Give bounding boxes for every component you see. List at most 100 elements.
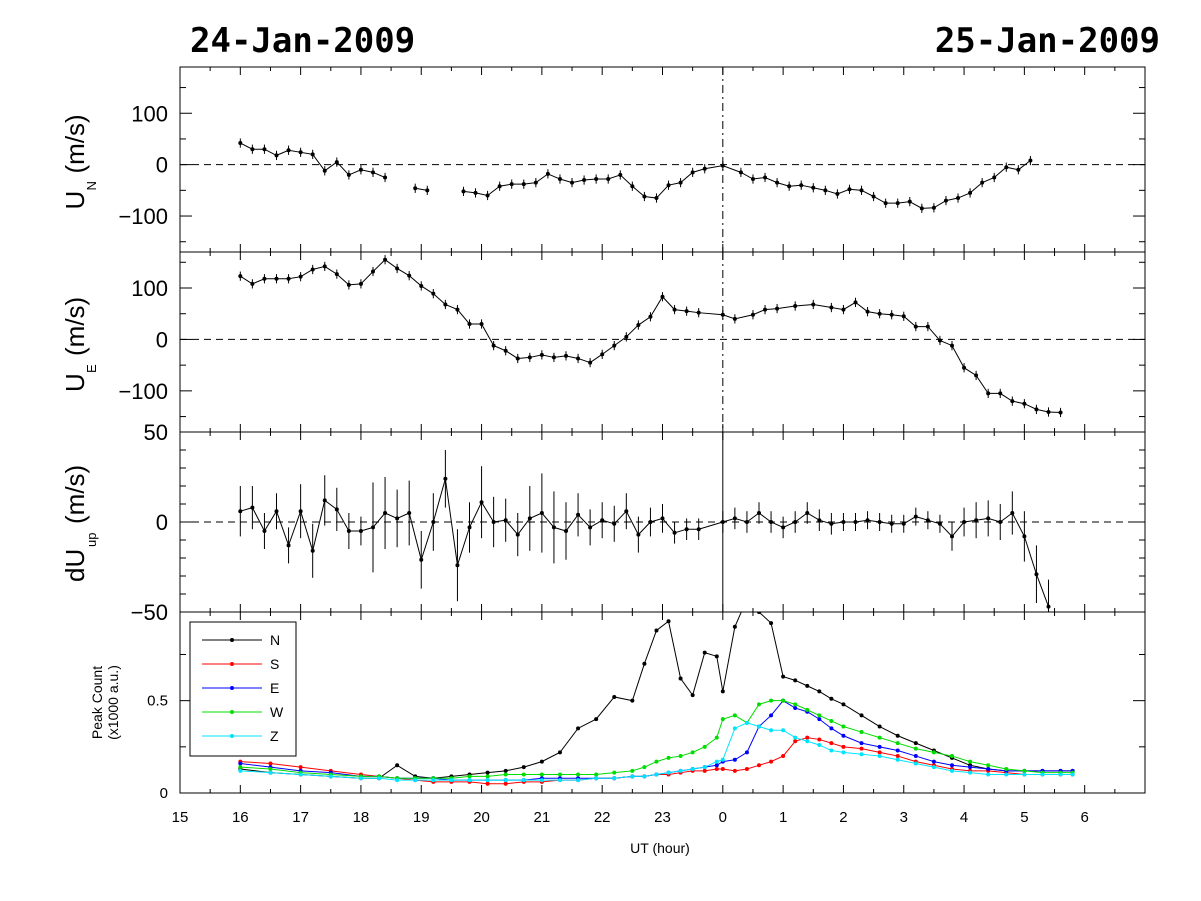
- series-ue-point: [564, 353, 568, 358]
- panel-data-un: [238, 138, 1033, 213]
- series-ue-point: [238, 274, 243, 279]
- series-n-point: [654, 628, 659, 633]
- series-w-point: [467, 774, 472, 779]
- series-z-point: [485, 778, 490, 783]
- series-e-point: [732, 757, 737, 762]
- series-dup-point: [684, 527, 689, 532]
- series-s-point: [829, 741, 834, 746]
- series-z-point: [431, 778, 436, 783]
- series-un-point: [485, 193, 490, 198]
- series-dup-point: [648, 520, 653, 524]
- series-un-point: [533, 180, 538, 185]
- series-s-point: [895, 754, 900, 759]
- series-dup-line: [240, 478, 1049, 607]
- y-label-unit: (m/s): [60, 114, 90, 173]
- series-ue-point: [527, 355, 532, 360]
- y-label-line2: (x1000 a.u.): [105, 665, 121, 740]
- y-tick-label: 100: [131, 101, 168, 126]
- series-dup-point: [564, 529, 568, 533]
- series-n-point: [877, 724, 882, 729]
- series-dup-point: [250, 505, 255, 510]
- series-dup-point: [877, 520, 882, 524]
- series-s-point: [485, 781, 490, 786]
- series-n-point: [817, 689, 822, 694]
- series-un-point: [968, 190, 973, 195]
- series-un-point: [775, 180, 780, 185]
- series-n-line: [240, 612, 1073, 779]
- x-tick-label: 19: [413, 809, 430, 826]
- series-ue-point: [358, 281, 363, 286]
- series-w-point: [950, 754, 954, 759]
- panel-frame-peak: [179, 611, 1146, 794]
- series-un-point: [859, 188, 864, 193]
- series-un-point: [298, 150, 303, 155]
- series-z-point: [895, 757, 900, 762]
- series-un-point: [811, 185, 816, 190]
- series-dup-point: [371, 525, 375, 530]
- series-w-point: [594, 772, 599, 777]
- series-un-point: [847, 187, 852, 192]
- series-ue-point: [750, 312, 755, 317]
- x-tick-label: 16: [232, 809, 249, 826]
- series-dup-point: [660, 516, 665, 521]
- series-ue-point: [395, 266, 400, 271]
- series-s-point: [781, 754, 786, 759]
- x-tick-label: 6: [1081, 809, 1089, 826]
- series-z-point: [678, 768, 683, 773]
- series-w-point: [986, 763, 991, 768]
- series-un-point: [787, 184, 792, 189]
- series-n-point: [594, 717, 599, 722]
- series-dup-point: [781, 525, 786, 530]
- series-w-point: [642, 765, 647, 770]
- series-un-point: [383, 175, 388, 180]
- series-ue-point: [853, 300, 858, 305]
- series-dup-point: [974, 518, 979, 523]
- y-label-unit: (m/s): [60, 465, 90, 524]
- series-z-point: [968, 770, 973, 775]
- series-un-point: [895, 201, 900, 206]
- series-s-point: [769, 759, 774, 764]
- series-z-point: [612, 776, 617, 781]
- series-w-point: [913, 746, 918, 751]
- series-z-point: [950, 768, 954, 773]
- y-axis-label: dU up (m/s): [60, 465, 99, 582]
- series-z-point: [666, 770, 671, 775]
- x-axis-label: UT (hour): [630, 840, 690, 856]
- series-un-line: [415, 187, 428, 191]
- series-ue-point: [877, 311, 882, 316]
- legend-box: [189, 621, 297, 757]
- series-un-point: [763, 175, 768, 180]
- axes-group: 1000−100UN(m/s)1000−100UE(m/s)500−50dUup…: [60, 66, 1146, 826]
- y-label-subscript: N: [84, 181, 99, 190]
- series-z-point: [238, 768, 243, 773]
- series-ue-point: [334, 272, 339, 277]
- series-e-point: [950, 763, 954, 768]
- series-un-point: [371, 170, 375, 175]
- series-e-point: [238, 761, 243, 766]
- panel-frame-un: [179, 66, 1146, 253]
- series-ue-point: [383, 257, 388, 262]
- series-n-point: [757, 612, 761, 614]
- series-s-point: [805, 735, 810, 740]
- series-dup-point: [238, 509, 243, 514]
- series-w-point: [702, 744, 707, 749]
- series-n-point: [395, 763, 400, 768]
- series-z-point: [539, 778, 544, 783]
- series-dup-point: [503, 518, 508, 523]
- series-z-line: [240, 722, 1073, 781]
- series-ue-point: [491, 343, 496, 348]
- series-z-point: [328, 774, 333, 779]
- date-label-right: 25-Jan-2009: [935, 21, 1160, 61]
- series-s-point: [503, 781, 508, 786]
- series-z-point: [690, 766, 695, 771]
- series-z-point: [859, 752, 864, 757]
- series-w-point: [1022, 768, 1027, 773]
- series-ue-point: [950, 343, 954, 348]
- series-ue-point: [443, 302, 448, 307]
- series-e-point: [793, 706, 798, 711]
- series-ue-point: [696, 310, 701, 315]
- series-dup-point: [551, 525, 556, 530]
- series-e-point: [859, 741, 864, 746]
- x-tick-label: 18: [353, 809, 370, 826]
- series-dup-point: [1010, 511, 1015, 515]
